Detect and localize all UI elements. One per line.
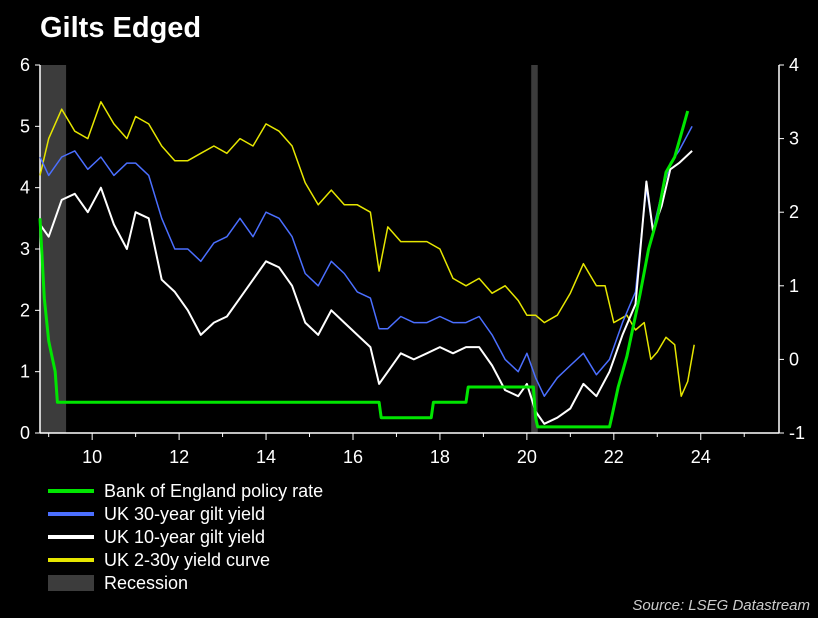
- recession-band-1: [531, 65, 538, 433]
- x-tick-label: 10: [82, 447, 102, 467]
- legend: Bank of England policy rate UK 30-year g…: [48, 480, 448, 595]
- series-yield-curve: [39, 101, 695, 397]
- y-right-tick-label: 3: [789, 129, 799, 149]
- y-right-tick-label: 1: [789, 276, 799, 296]
- y-left-tick-label: 4: [20, 178, 30, 198]
- legend-swatch-10y: [48, 535, 94, 539]
- series-10y-yield: [39, 150, 693, 425]
- legend-label-policy-rate: Bank of England policy rate: [104, 481, 324, 501]
- x-tick-label: 22: [604, 447, 624, 467]
- y-right-tick-label: -1: [789, 423, 805, 443]
- x-tick-label: 20: [517, 447, 537, 467]
- legend-item-curve: UK 2-30y yield curve: [48, 549, 448, 572]
- y-left-tick-label: 6: [20, 55, 30, 75]
- series-lines: [38, 101, 695, 429]
- legend-label-30y: UK 30-year gilt yield: [104, 504, 266, 524]
- recession-bands: [40, 65, 538, 433]
- y-left-tick-label: 5: [20, 116, 30, 136]
- legend-label-recession: Recession: [104, 573, 189, 593]
- legend-swatch-30y: [48, 512, 94, 516]
- y-left-tick-label: 3: [20, 239, 30, 259]
- legend-label-curve: UK 2-30y yield curve: [104, 550, 271, 570]
- y-left-tick-label: 1: [20, 362, 30, 382]
- x-tick-label: 12: [169, 447, 189, 467]
- legend-swatch-curve: [48, 558, 94, 562]
- series-30y-yield: [39, 125, 693, 397]
- legend-item-policy-rate: Bank of England policy rate: [48, 480, 448, 503]
- y-right-tick-label: 0: [789, 349, 799, 369]
- x-tick-label: 14: [256, 447, 276, 467]
- y-left-tick-label: 2: [20, 300, 30, 320]
- y-left-tick-label: 0: [20, 423, 30, 443]
- series-policy-rate: [38, 110, 690, 429]
- legend-label-10y: UK 10-year gilt yield: [104, 527, 266, 547]
- legend-swatch-recession: [48, 575, 94, 591]
- legend-item-10y: UK 10-year gilt yield: [48, 526, 448, 549]
- y-right-tick-label: 2: [789, 202, 799, 222]
- x-tick-label: 18: [430, 447, 450, 467]
- legend-swatch-policy-rate: [48, 489, 94, 493]
- source-note: Source: LSEG Datastream: [632, 597, 810, 614]
- legend-item-30y: UK 30-year gilt yield: [48, 503, 448, 526]
- x-tick-label: 24: [691, 447, 711, 467]
- x-tick-label: 16: [343, 447, 363, 467]
- y-right-tick-label: 4: [789, 55, 799, 75]
- legend-item-recession: Recession: [48, 572, 448, 595]
- page-title: Gilts Edged: [40, 12, 202, 44]
- recession-band-0: [40, 65, 67, 433]
